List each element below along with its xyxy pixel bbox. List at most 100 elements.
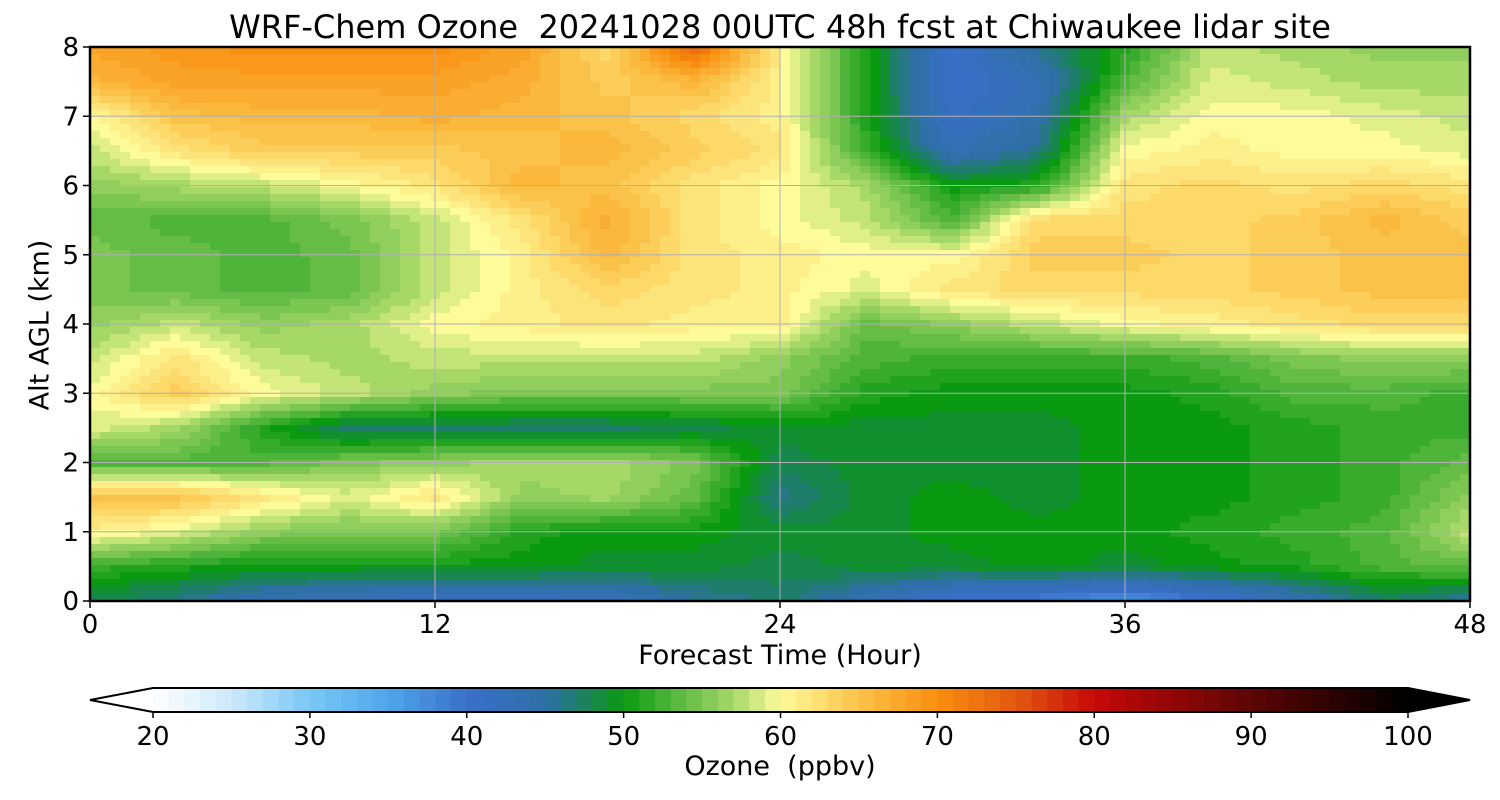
- contour-cell: [1240, 194, 1251, 202]
- contour-cell: [240, 173, 251, 181]
- contour-cell: [320, 173, 331, 181]
- contour-cell: [910, 68, 921, 76]
- contour-cell: [650, 180, 661, 188]
- contour-cell: [700, 278, 711, 286]
- contour-cell: [490, 264, 501, 272]
- contour-cell: [1250, 117, 1261, 125]
- contour-cell: [1020, 243, 1031, 251]
- contour-cell: [90, 264, 101, 272]
- contour-cell: [230, 236, 241, 244]
- contour-cell: [1190, 124, 1201, 132]
- contour-cell: [140, 138, 151, 146]
- contour-cell: [980, 96, 991, 104]
- contour-cell: [780, 187, 791, 195]
- contour-cell: [540, 250, 551, 258]
- contour-cell: [360, 152, 371, 160]
- contour-cell: [330, 61, 341, 69]
- contour-cell: [160, 173, 171, 181]
- contour-cell: [710, 173, 721, 181]
- contour-cell: [1180, 152, 1191, 160]
- contour-cell: [600, 201, 611, 209]
- contour-cell: [320, 145, 331, 153]
- contour-cell: [140, 103, 151, 111]
- contour-cell: [720, 145, 731, 153]
- contour-cell: [1220, 54, 1231, 62]
- contour-cell: [1270, 103, 1281, 111]
- contour-cell: [850, 201, 861, 209]
- contour-cell: [270, 215, 281, 223]
- contour-cell: [970, 187, 981, 195]
- contour-cell: [980, 243, 991, 251]
- contour-cell: [990, 103, 1001, 111]
- contour-cell: [1410, 68, 1421, 76]
- contour-cell: [330, 250, 341, 258]
- contour-cell: [1400, 117, 1411, 125]
- contour-cell: [790, 89, 801, 97]
- contour-cell: [1270, 292, 1281, 300]
- contour-cell: [200, 264, 211, 272]
- contour-cell: [480, 173, 491, 181]
- contour-cell: [1430, 145, 1441, 153]
- contour-cell: [470, 124, 481, 132]
- contour-cell: [1060, 138, 1071, 146]
- contour-cell: [1190, 264, 1201, 272]
- contour-cell: [1000, 47, 1011, 55]
- contour-cell: [1380, 166, 1391, 174]
- contour-cell: [480, 47, 491, 55]
- contour-cell: [1000, 145, 1011, 153]
- contour-cell: [900, 285, 911, 293]
- contour-cell: [710, 264, 721, 272]
- contour-cell: [1260, 166, 1271, 174]
- contour-cell: [1080, 110, 1091, 118]
- contour-cell: [850, 68, 861, 76]
- contour-cell: [370, 96, 381, 104]
- contour-cell: [770, 208, 781, 216]
- contour-cell: [1050, 103, 1061, 111]
- contour-cell: [780, 82, 791, 90]
- contour-cell: [1140, 166, 1151, 174]
- contour-cell: [280, 110, 291, 118]
- contour-cell: [1370, 208, 1381, 216]
- contour-cell: [190, 292, 201, 300]
- contour-cell: [660, 138, 671, 146]
- contour-cell: [1250, 285, 1261, 293]
- contour-cell: [1140, 236, 1151, 244]
- contour-cell: [1320, 96, 1331, 104]
- contour-cell: [1450, 243, 1461, 251]
- contour-cell: [1080, 236, 1091, 244]
- contour-cell: [670, 89, 681, 97]
- contour-cell: [1160, 110, 1171, 118]
- contour-cell: [730, 257, 741, 265]
- contour-cell: [1240, 271, 1251, 279]
- contour-cell: [1020, 264, 1031, 272]
- contour-cell: [660, 194, 671, 202]
- contour-cell: [850, 278, 861, 286]
- contour-cell: [1050, 180, 1061, 188]
- contour-cell: [1360, 75, 1371, 83]
- contour-cell: [1420, 215, 1431, 223]
- contour-cell: [1190, 152, 1201, 160]
- contour-cell: [340, 82, 351, 90]
- contour-cell: [210, 159, 221, 167]
- contour-cell: [840, 194, 851, 202]
- contour-cell: [100, 166, 111, 174]
- contour-cell: [1110, 201, 1121, 209]
- contour-cell: [530, 229, 541, 237]
- contour-cell: [560, 222, 571, 230]
- contour-cell: [1320, 187, 1331, 195]
- contour-cell: [1190, 250, 1201, 258]
- contour-cell: [1050, 61, 1061, 69]
- contour-cell: [500, 166, 511, 174]
- contour-cell: [150, 257, 161, 265]
- contour-cell: [720, 166, 731, 174]
- contour-cell: [1450, 278, 1461, 286]
- contour-cell: [680, 250, 691, 258]
- contour-cell: [510, 264, 521, 272]
- contour-cell: [100, 152, 111, 160]
- contour-cell: [1140, 180, 1151, 188]
- contour-cell: [940, 243, 951, 251]
- contour-cell: [920, 271, 931, 279]
- contour-cell: [870, 257, 881, 265]
- contour-cell: [810, 152, 821, 160]
- contour-cell: [530, 257, 541, 265]
